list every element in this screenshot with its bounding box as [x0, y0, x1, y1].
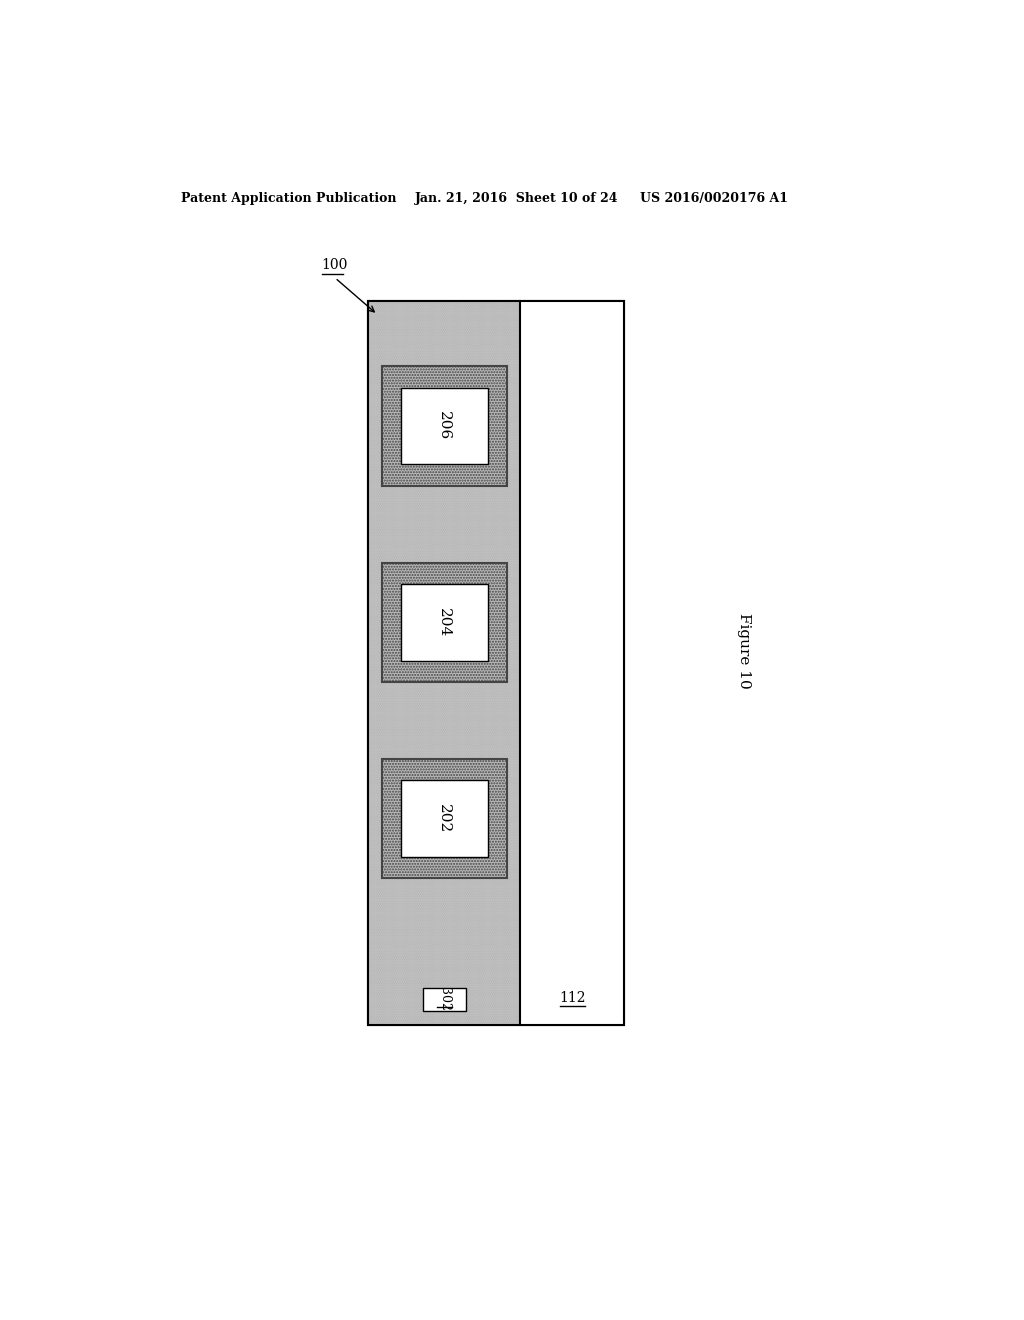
Text: 302: 302 [438, 987, 451, 1011]
Bar [382, 562, 507, 682]
Text: 206: 206 [437, 412, 452, 441]
Bar [382, 367, 507, 486]
Text: 100: 100 [322, 257, 348, 272]
Text: Patent Application Publication: Patent Application Publication [180, 191, 396, 205]
Bar [400, 585, 488, 660]
Text: 204: 204 [437, 607, 452, 638]
Bar [400, 780, 488, 857]
Bar [369, 301, 624, 1024]
Bar [520, 301, 624, 1024]
Text: 202: 202 [437, 804, 452, 833]
Bar [400, 388, 488, 465]
Bar [423, 987, 466, 1011]
Text: 112: 112 [559, 991, 586, 1005]
Text: Figure 10: Figure 10 [737, 614, 752, 689]
Text: Jan. 21, 2016  Sheet 10 of 24: Jan. 21, 2016 Sheet 10 of 24 [415, 191, 618, 205]
Bar [369, 301, 624, 1024]
Text: US 2016/0020176 A1: US 2016/0020176 A1 [640, 191, 787, 205]
Bar [369, 301, 520, 1024]
Bar [382, 759, 507, 878]
